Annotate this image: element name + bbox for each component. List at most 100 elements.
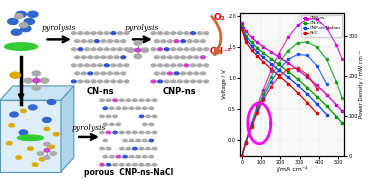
Text: O₂: O₂: [213, 13, 225, 22]
Ellipse shape: [123, 139, 127, 142]
Ellipse shape: [184, 64, 189, 67]
Ellipse shape: [197, 32, 202, 35]
Ellipse shape: [133, 99, 137, 101]
Ellipse shape: [194, 72, 199, 75]
Ellipse shape: [107, 131, 111, 134]
Ellipse shape: [136, 139, 140, 142]
Ellipse shape: [78, 80, 83, 83]
Ellipse shape: [119, 163, 124, 166]
Ellipse shape: [104, 80, 109, 83]
Polygon shape: [61, 86, 74, 172]
Ellipse shape: [197, 48, 202, 51]
Ellipse shape: [103, 139, 107, 142]
Ellipse shape: [110, 155, 114, 158]
Ellipse shape: [110, 123, 114, 126]
Ellipse shape: [167, 56, 172, 59]
Ellipse shape: [11, 29, 22, 35]
Ellipse shape: [119, 147, 124, 150]
Ellipse shape: [16, 156, 22, 159]
Ellipse shape: [141, 48, 149, 52]
Ellipse shape: [149, 155, 153, 158]
Ellipse shape: [158, 48, 163, 51]
Ellipse shape: [47, 100, 56, 105]
Ellipse shape: [10, 112, 18, 117]
Text: CN-ns: CN-ns: [87, 87, 114, 96]
Ellipse shape: [151, 48, 156, 51]
Ellipse shape: [24, 18, 34, 25]
Ellipse shape: [44, 142, 50, 146]
Ellipse shape: [158, 64, 163, 67]
Ellipse shape: [39, 158, 45, 161]
Ellipse shape: [184, 32, 189, 35]
Ellipse shape: [111, 64, 116, 67]
Ellipse shape: [85, 48, 89, 51]
Ellipse shape: [146, 99, 150, 101]
Ellipse shape: [134, 54, 141, 59]
Ellipse shape: [139, 131, 144, 134]
Ellipse shape: [28, 147, 33, 150]
Ellipse shape: [123, 107, 127, 110]
Polygon shape: [0, 86, 74, 100]
Ellipse shape: [111, 80, 116, 83]
Ellipse shape: [50, 152, 56, 155]
Ellipse shape: [187, 40, 192, 43]
Ellipse shape: [201, 72, 205, 75]
Ellipse shape: [191, 80, 195, 83]
Ellipse shape: [124, 80, 129, 83]
Ellipse shape: [24, 78, 33, 83]
Ellipse shape: [103, 123, 107, 126]
Ellipse shape: [91, 32, 96, 35]
Ellipse shape: [113, 99, 117, 101]
Ellipse shape: [75, 56, 79, 59]
Ellipse shape: [17, 135, 43, 141]
Ellipse shape: [178, 32, 182, 35]
Ellipse shape: [149, 139, 153, 142]
Ellipse shape: [123, 155, 127, 158]
Ellipse shape: [113, 115, 117, 118]
Ellipse shape: [121, 72, 125, 75]
Ellipse shape: [191, 48, 195, 51]
Ellipse shape: [91, 64, 96, 67]
Ellipse shape: [121, 40, 125, 43]
Ellipse shape: [161, 40, 166, 43]
Ellipse shape: [146, 147, 150, 150]
FancyArrowPatch shape: [212, 16, 221, 54]
Ellipse shape: [14, 14, 23, 19]
Ellipse shape: [6, 142, 12, 145]
Ellipse shape: [136, 107, 140, 110]
Ellipse shape: [155, 56, 159, 59]
Ellipse shape: [191, 64, 195, 67]
Ellipse shape: [171, 80, 176, 83]
Ellipse shape: [127, 48, 135, 52]
Ellipse shape: [101, 40, 106, 43]
Ellipse shape: [124, 64, 129, 67]
Ellipse shape: [29, 105, 37, 110]
Ellipse shape: [110, 107, 114, 110]
Ellipse shape: [113, 131, 117, 134]
Ellipse shape: [139, 115, 144, 118]
Ellipse shape: [107, 163, 111, 166]
Ellipse shape: [171, 32, 176, 35]
Ellipse shape: [194, 56, 199, 59]
Ellipse shape: [153, 163, 157, 166]
Text: pyrolysis: pyrolysis: [125, 24, 160, 32]
Ellipse shape: [135, 48, 141, 52]
Ellipse shape: [111, 32, 116, 35]
Ellipse shape: [184, 48, 189, 51]
Ellipse shape: [153, 147, 157, 150]
Ellipse shape: [204, 48, 209, 51]
Ellipse shape: [9, 124, 14, 127]
Ellipse shape: [149, 107, 153, 110]
Text: pyrolysis: pyrolysis: [42, 24, 76, 32]
Ellipse shape: [100, 147, 104, 150]
Ellipse shape: [108, 40, 112, 43]
Ellipse shape: [134, 41, 141, 45]
Ellipse shape: [155, 72, 159, 75]
Ellipse shape: [167, 72, 172, 75]
Ellipse shape: [43, 117, 51, 122]
Ellipse shape: [98, 80, 102, 83]
Ellipse shape: [19, 23, 28, 28]
Ellipse shape: [118, 64, 122, 67]
Ellipse shape: [151, 32, 156, 35]
Ellipse shape: [107, 99, 111, 101]
